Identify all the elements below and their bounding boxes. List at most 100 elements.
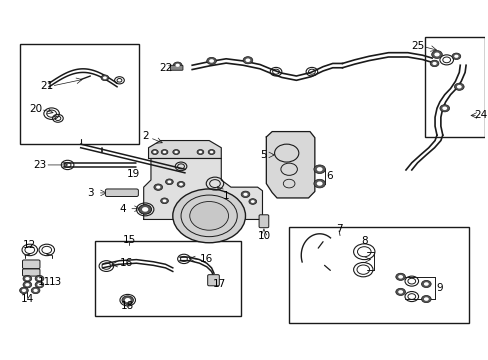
Bar <box>424 37 485 137</box>
Circle shape <box>142 207 148 212</box>
Text: 3: 3 <box>87 188 94 198</box>
Text: 6: 6 <box>325 171 332 181</box>
Circle shape <box>189 202 228 230</box>
Text: 11: 11 <box>38 277 51 287</box>
Text: 21: 21 <box>40 81 53 91</box>
FancyBboxPatch shape <box>105 189 138 197</box>
Circle shape <box>124 298 130 302</box>
Circle shape <box>139 205 151 214</box>
Circle shape <box>248 199 256 204</box>
Circle shape <box>161 149 167 154</box>
Circle shape <box>20 287 28 294</box>
Circle shape <box>453 55 458 58</box>
Circle shape <box>421 296 430 303</box>
Circle shape <box>101 75 108 81</box>
Circle shape <box>173 62 182 68</box>
Text: 22: 22 <box>159 63 172 73</box>
Text: 18: 18 <box>121 301 134 311</box>
Circle shape <box>395 273 405 280</box>
Text: 2: 2 <box>142 131 148 141</box>
Circle shape <box>175 64 180 67</box>
Circle shape <box>208 149 215 154</box>
Text: 1: 1 <box>223 191 229 201</box>
Text: 13: 13 <box>48 277 61 287</box>
Text: 24: 24 <box>473 111 486 121</box>
Circle shape <box>25 277 29 280</box>
Text: 17: 17 <box>213 279 226 289</box>
Circle shape <box>423 297 428 301</box>
Circle shape <box>103 76 107 79</box>
Text: 16: 16 <box>120 258 133 268</box>
Circle shape <box>429 60 438 67</box>
Circle shape <box>313 179 325 188</box>
Polygon shape <box>143 158 262 220</box>
Circle shape <box>37 277 41 280</box>
Circle shape <box>250 200 254 203</box>
Circle shape <box>243 193 247 196</box>
Circle shape <box>198 151 202 153</box>
Circle shape <box>35 275 44 282</box>
Circle shape <box>442 107 446 110</box>
Text: 16: 16 <box>200 254 213 264</box>
Circle shape <box>316 167 322 171</box>
Circle shape <box>122 296 133 305</box>
Circle shape <box>245 58 250 62</box>
Circle shape <box>451 53 460 59</box>
Circle shape <box>172 189 245 243</box>
Circle shape <box>161 198 168 204</box>
FancyBboxPatch shape <box>22 260 40 269</box>
Circle shape <box>197 149 203 154</box>
Circle shape <box>167 180 171 183</box>
Circle shape <box>456 85 461 89</box>
Bar <box>288 226 468 323</box>
Polygon shape <box>148 140 221 158</box>
Text: 9: 9 <box>435 283 442 293</box>
FancyBboxPatch shape <box>207 275 219 286</box>
Polygon shape <box>266 132 314 198</box>
Circle shape <box>397 290 402 294</box>
Circle shape <box>206 57 216 64</box>
Circle shape <box>23 275 32 282</box>
Circle shape <box>316 181 322 186</box>
Circle shape <box>163 151 166 153</box>
Text: 25: 25 <box>410 41 424 50</box>
Text: 23: 23 <box>33 160 46 170</box>
Circle shape <box>154 184 163 190</box>
Circle shape <box>31 287 40 294</box>
Text: 14: 14 <box>20 294 34 304</box>
Circle shape <box>395 288 405 296</box>
Bar <box>20 44 139 144</box>
Circle shape <box>156 185 160 189</box>
Text: 19: 19 <box>126 168 140 179</box>
Bar <box>95 241 240 316</box>
Circle shape <box>453 83 463 90</box>
Circle shape <box>421 280 430 288</box>
Circle shape <box>172 149 179 154</box>
Circle shape <box>431 50 442 58</box>
Text: 5: 5 <box>260 150 266 160</box>
Text: 12: 12 <box>23 239 36 249</box>
Circle shape <box>23 282 32 288</box>
Circle shape <box>439 105 448 112</box>
Text: 8: 8 <box>360 236 367 246</box>
Circle shape <box>37 283 41 286</box>
Circle shape <box>209 151 213 153</box>
Circle shape <box>151 149 158 154</box>
Circle shape <box>35 282 44 288</box>
FancyBboxPatch shape <box>170 65 183 70</box>
Text: 7: 7 <box>335 225 342 234</box>
Circle shape <box>313 165 325 174</box>
Circle shape <box>397 275 402 279</box>
Circle shape <box>209 59 214 63</box>
Circle shape <box>174 151 178 153</box>
Circle shape <box>431 62 436 65</box>
Circle shape <box>179 183 183 186</box>
Circle shape <box>243 57 252 64</box>
Circle shape <box>423 282 428 286</box>
Text: 20: 20 <box>29 104 42 114</box>
Circle shape <box>25 283 29 286</box>
Circle shape <box>433 53 439 57</box>
Circle shape <box>22 289 26 292</box>
FancyBboxPatch shape <box>259 215 268 228</box>
Text: 4: 4 <box>119 204 126 214</box>
